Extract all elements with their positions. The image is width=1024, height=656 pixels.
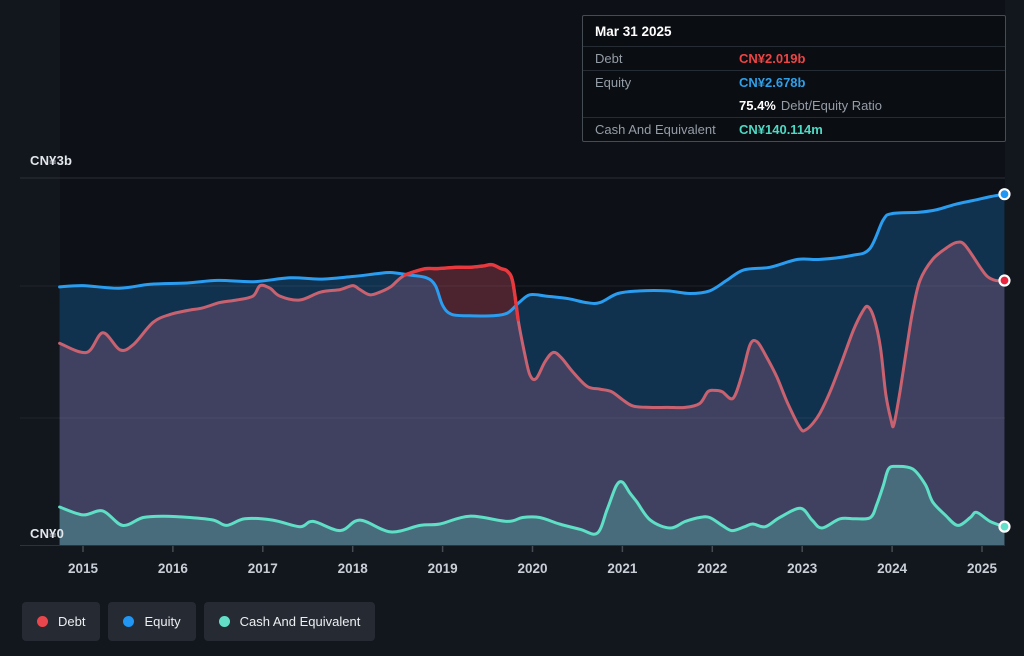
debt-endpoint-dot[interactable] [999,276,1009,286]
x-axis-year-label: 2016 [158,561,189,576]
tooltip-row-equity: Equity CN¥2.678b [583,71,1005,94]
y-axis-label-3b: CN¥3b [30,153,72,168]
x-axis-year-label: 2020 [517,561,547,576]
debt-legend-dot-icon [37,616,48,627]
tooltip-date: Mar 31 2025 [583,16,1005,47]
debt-equity-history-page: 2015 2016 2017 2018 2019 2020 2021 2022 2023 2024… [0,0,1024,656]
x-axis-year-label: 2022 [697,561,727,576]
legend-cash-label: Cash And Equivalent [240,614,361,629]
equity-legend-dot-icon [123,616,134,627]
legend-item-debt[interactable]: Debt [22,602,100,641]
x-axis-year-label: 2017 [248,561,278,576]
tooltip-ratio-value: 75.4%Debt/Equity Ratio [739,94,882,117]
tooltip-cash-label: Cash And Equivalent [595,122,716,137]
tooltip-debt-label: Debt [595,51,622,66]
tooltip-cash-value: CN¥140.114m [739,118,823,141]
tooltip-row-cash: Cash And Equivalent CN¥140.114m [583,118,1005,141]
equity-endpoint-dot[interactable] [999,189,1009,199]
legend-debt-label: Debt [58,614,85,629]
tooltip-equity-label: Equity [595,75,631,90]
cash-endpoint-dot[interactable] [999,522,1009,532]
x-axis-year-label: 2024 [877,561,908,576]
x-axis-year-label: 2018 [338,561,369,576]
tooltip-debt-value: CN¥2.019b [739,47,805,70]
tooltip-equity-value: CN¥2.678b [739,71,805,94]
y-axis-label-0: CN¥0 [30,526,64,541]
legend-equity-label: Equity [144,614,180,629]
cash-legend-dot-icon [219,616,230,627]
chart-legend: Debt Equity Cash And Equivalent [22,602,375,641]
x-axis-year-label: 2023 [787,561,818,576]
legend-item-equity[interactable]: Equity [108,602,195,641]
hover-tooltip: Mar 31 2025 Debt CN¥2.019b Equity CN¥2.6… [582,15,1006,142]
x-axis-year-label: 2025 [967,561,998,576]
x-axis-year-label: 2015 [68,561,99,576]
tooltip-row-debt: Debt CN¥2.019b [583,47,1005,71]
x-axis-year-label: 2021 [607,561,638,576]
tooltip-ratio-suffix: Debt/Equity Ratio [781,98,882,113]
x-axis-year-label: 2019 [428,561,458,576]
tooltip-row-ratio: 75.4%Debt/Equity Ratio [583,94,1005,118]
legend-item-cash[interactable]: Cash And Equivalent [204,602,376,641]
